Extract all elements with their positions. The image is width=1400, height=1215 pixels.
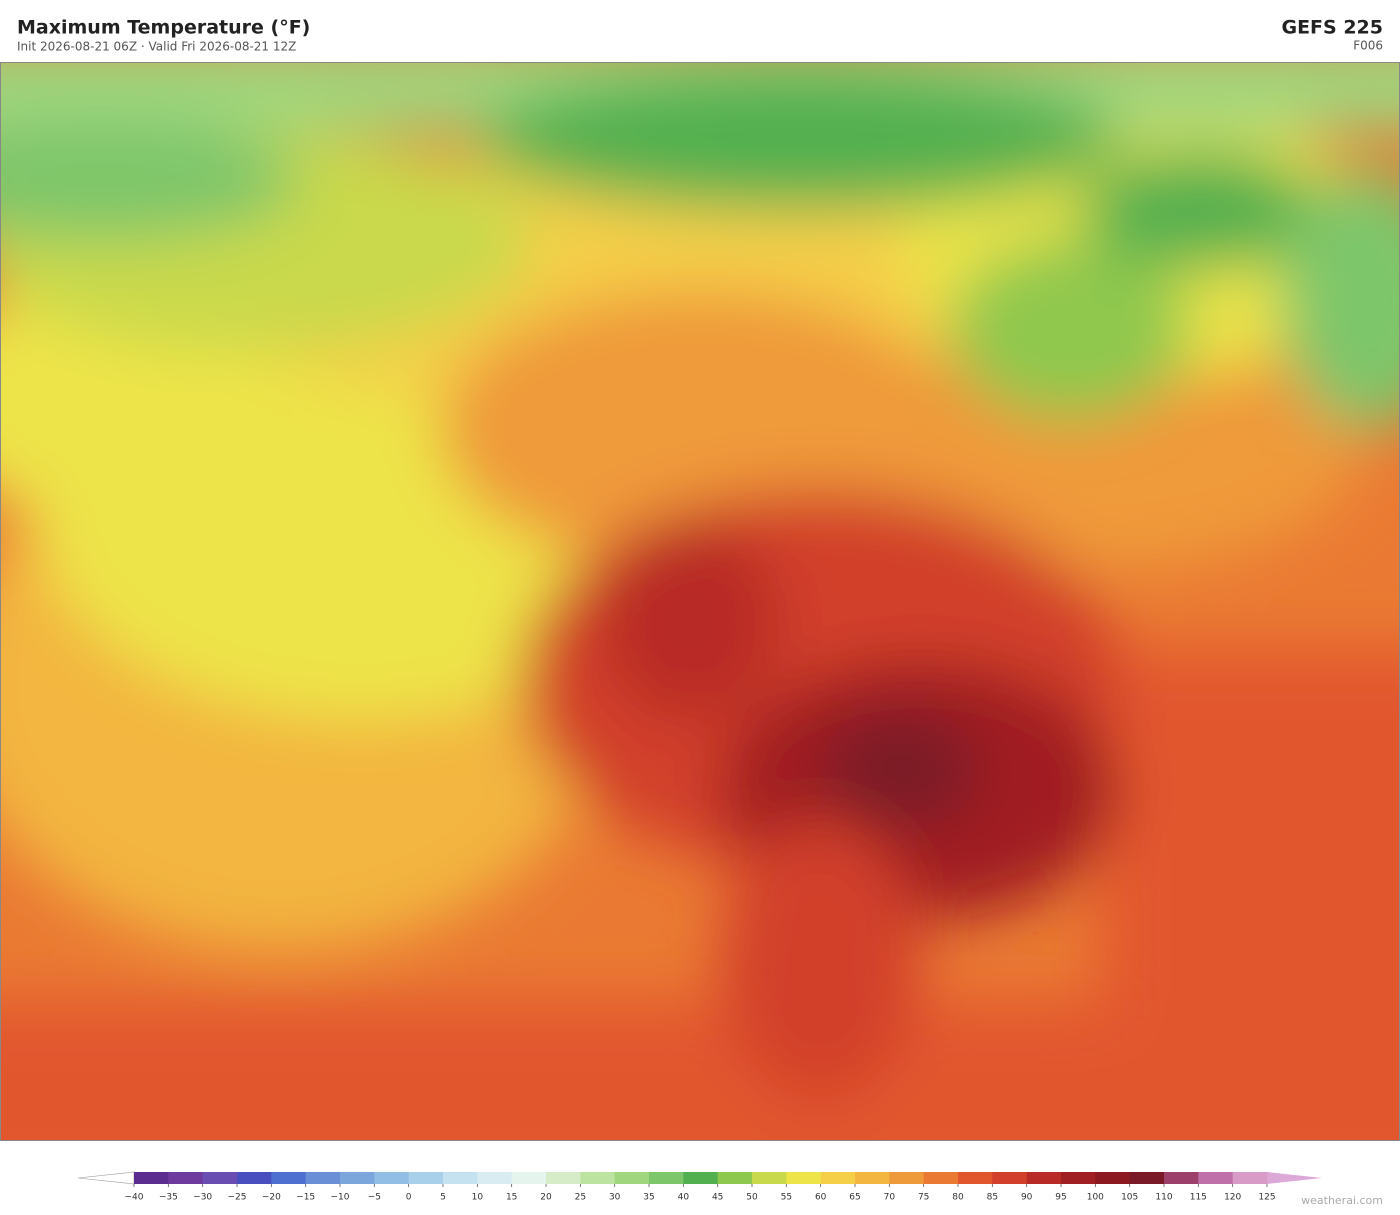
colorbar-bin (786, 1172, 822, 1184)
colorbar-bin (855, 1172, 890, 1184)
colorbar-tick-label: 95 (1055, 1193, 1066, 1203)
colorbar-tick-label: 25 (575, 1193, 586, 1203)
colorbar-tick-label: 15 (506, 1193, 517, 1203)
colorbar-bin (1095, 1172, 1131, 1184)
colorbar-bin (752, 1172, 787, 1184)
colorbar-tick-label: 55 (781, 1193, 792, 1203)
colorbar-bin (992, 1172, 1028, 1184)
forecast-hour: F006 (1353, 39, 1383, 53)
colorbar-bin (443, 1172, 478, 1184)
colorbar-tick-label: 0 (406, 1193, 412, 1203)
colorbar-bin (1164, 1172, 1199, 1184)
model-label: GEFS 225 (1281, 17, 1383, 39)
colorbar-tick-label: 5 (440, 1193, 446, 1203)
colorbar-tick-label: −10 (331, 1193, 350, 1203)
colorbar-bin (1129, 1172, 1165, 1184)
colorbar-tick-label: 115 (1190, 1193, 1207, 1203)
colorbar-bin (477, 1172, 513, 1184)
colorbar-bin (1061, 1172, 1096, 1184)
colorbar-tick-label: 45 (712, 1193, 723, 1203)
colorbar-tick-label: 70 (884, 1193, 896, 1203)
colorbar-bin (683, 1172, 719, 1184)
colorbar-bin (614, 1172, 650, 1184)
colorbar-bin (717, 1172, 753, 1184)
colorbar-tick-label: −5 (368, 1193, 381, 1203)
colorbar-tick-label: 60 (815, 1193, 827, 1203)
colorbar-bin (649, 1172, 684, 1184)
subtitle: Init 2026-08-21 06Z · Valid Fri 2026-08-… (17, 40, 296, 54)
colorbar-bin (271, 1172, 307, 1184)
colorbar-tick-label: −15 (296, 1193, 315, 1203)
colorbar-tick-label: −35 (159, 1193, 178, 1203)
colorbar-bin (1198, 1172, 1234, 1184)
colorbar-bin (202, 1172, 238, 1184)
colorbar-tick-label: 20 (540, 1193, 552, 1203)
colorbar-bin (237, 1172, 272, 1184)
colorbar-tick-label: 90 (1021, 1193, 1033, 1203)
colorbar-tick-label: 105 (1121, 1193, 1138, 1203)
title: Maximum Temperature (°F) (17, 17, 310, 39)
colorbar-bin (889, 1172, 925, 1184)
colorbar-under (77, 1171, 135, 1185)
colorbar-bin (134, 1172, 169, 1184)
colorbar-tick-label: −25 (228, 1193, 247, 1203)
colorbar-tick-label: 100 (1087, 1193, 1104, 1203)
colorbar-bin (511, 1172, 547, 1184)
colorbar-tick-label: 110 (1155, 1193, 1172, 1203)
colorbar-tick-label: −30 (193, 1193, 212, 1203)
colorbar: −40 −35 −30 −25 −20 −15 −10 −5 0 5 10 15 20 25 30 35 40 4… (77, 1171, 1322, 1203)
colorbar-over (1267, 1172, 1322, 1184)
colorbar-tick-label: 85 (987, 1193, 998, 1203)
colorbar-tick-label: 80 (952, 1193, 964, 1203)
colorbar-bin (923, 1172, 959, 1184)
colorbar-tick-label: 35 (643, 1193, 654, 1203)
colorbar-bin (580, 1172, 616, 1184)
colorbar-bin (408, 1172, 444, 1184)
colorbar-tick-label: 10 (472, 1193, 484, 1203)
colorbar-bin (820, 1172, 856, 1184)
colorbar-bin (168, 1172, 204, 1184)
colorbar-tick-label: 75 (918, 1193, 929, 1203)
colorbar-tick-label: 120 (1224, 1193, 1241, 1203)
colorbar-bin (1026, 1172, 1062, 1184)
colorbar-tick-label: 40 (678, 1193, 690, 1203)
colorbar-tick-label: 125 (1258, 1193, 1275, 1203)
colorbar-bin (1232, 1172, 1268, 1184)
colorbar-tick-label: 50 (746, 1193, 758, 1203)
colorbar-bin (546, 1172, 581, 1184)
credit: weatherai.com (1301, 1194, 1383, 1207)
colorbar-tick-label: 65 (849, 1193, 860, 1203)
colorbar-tick-label: −40 (125, 1193, 144, 1203)
colorbar-tick-label: −20 (262, 1193, 281, 1203)
colorbar-bin (305, 1172, 341, 1184)
colorbar-bin (340, 1172, 375, 1184)
colorbar-tick-label: 30 (609, 1193, 621, 1203)
colorbar-bin (958, 1172, 993, 1184)
colorbar-bin (374, 1172, 410, 1184)
map (0, 62, 1400, 1141)
